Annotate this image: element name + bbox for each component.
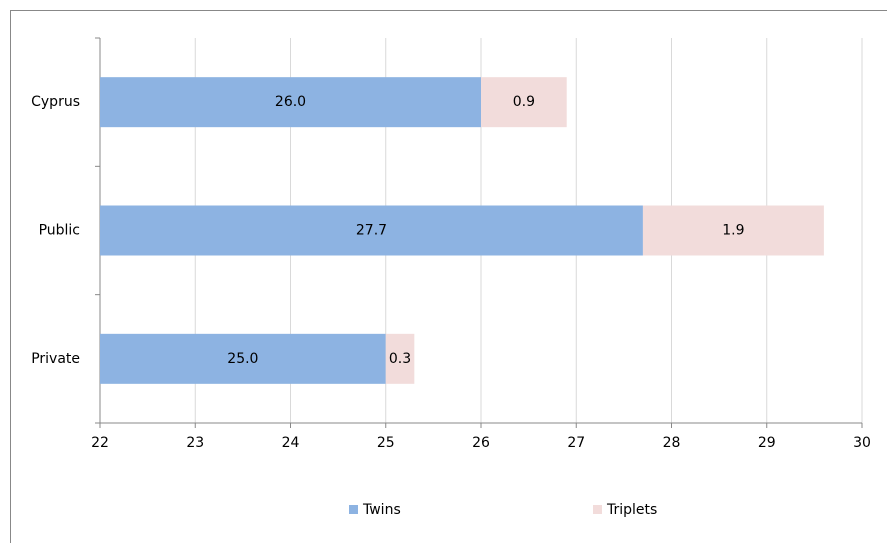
y-tick-label: Public [39,223,80,239]
y-tick-label: Private [31,351,80,367]
x-tick-label: 22 [91,435,109,451]
data-label: 0.9 [513,94,535,110]
x-tick-label: 28 [663,435,681,451]
data-label: 1.9 [722,223,744,239]
bar-segment [385,333,415,384]
x-tick-label: 23 [186,435,204,451]
bar-segment [100,205,643,256]
x-tick-label: 29 [758,435,776,451]
x-tick-label: 25 [377,435,395,451]
bar-segment [100,333,386,384]
data-label: 25.0 [227,351,258,367]
x-tick-label: 27 [567,435,585,451]
data-label: 27.7 [356,223,387,239]
bar-segment [100,77,481,128]
x-tick-label: 26 [472,435,490,451]
legend-swatch [593,505,602,514]
data-label: 0.3 [389,351,411,367]
bar-segment [642,205,824,256]
legend-swatch [349,505,358,514]
x-tick-label: 30 [853,435,871,451]
x-tick-label: 24 [282,435,300,451]
data-label: 26.0 [275,94,306,110]
legend-label: Twins [362,502,401,518]
bar-segment [481,77,567,128]
y-tick-label: Cyprus [31,94,80,110]
legend-label: Triplets [606,502,657,518]
